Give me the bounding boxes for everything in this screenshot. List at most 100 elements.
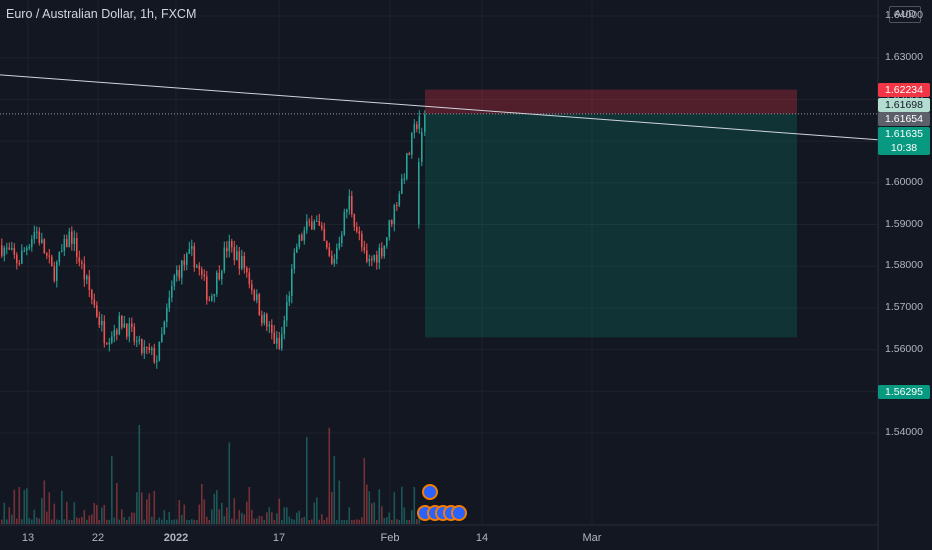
volume-bar [26, 488, 28, 524]
volume-bar [273, 519, 276, 524]
volume-bar [136, 492, 138, 524]
volume-bar [256, 518, 258, 524]
candle-body [196, 265, 198, 268]
volume-bar [341, 519, 343, 524]
candle-body [96, 305, 98, 317]
candle-body [123, 323, 126, 328]
candle-body [178, 270, 181, 278]
volume-bar [321, 514, 323, 524]
volume-bar [393, 492, 396, 524]
candle-body [273, 332, 276, 344]
volume-bar [331, 491, 333, 524]
volume-bar [128, 516, 131, 524]
candle-body [168, 297, 171, 308]
candle-body [143, 347, 146, 354]
candle-body [336, 247, 338, 260]
price-tick-label: 1.57000 [885, 300, 923, 313]
time-tick-label: 17 [272, 532, 286, 544]
candle-body [58, 252, 61, 263]
trend-line[interactable] [0, 74, 879, 141]
candle-body [333, 259, 336, 264]
candle-body [211, 296, 213, 301]
volume-bar [8, 507, 11, 524]
volume-bar [376, 519, 378, 524]
volume-bar [346, 519, 348, 524]
candle-body [343, 212, 346, 235]
candle-body [278, 337, 281, 349]
candle-body [46, 253, 48, 256]
candle-body [53, 266, 56, 281]
candle-body [241, 255, 243, 269]
candle-body [323, 228, 326, 241]
volume-bar [143, 519, 146, 524]
volume-bar [131, 512, 133, 524]
volume-bar [198, 504, 201, 524]
candle-body [3, 248, 6, 256]
volume-bar [226, 507, 228, 524]
price-tick-label: 1.58000 [885, 259, 923, 272]
time-tick-label: Feb [380, 532, 400, 544]
volume-bar [38, 518, 41, 524]
candle-body [268, 324, 271, 327]
volume-bar [61, 490, 63, 524]
economic-event-icon[interactable] [422, 484, 438, 500]
price-tick-label: 1.59000 [885, 217, 923, 230]
event-markers[interactable] [417, 484, 467, 521]
volume-bar [43, 480, 46, 524]
candle-body [403, 178, 406, 180]
volume-bar [83, 509, 86, 524]
volume-bar [363, 458, 366, 524]
candlesticks[interactable] [1, 110, 426, 369]
volume-bar [21, 519, 23, 524]
candle-body [366, 250, 368, 262]
stop-loss-zone[interactable] [425, 89, 797, 114]
candle-body [383, 245, 386, 257]
candle-body [36, 231, 38, 233]
volume-bar [278, 498, 281, 524]
price-tick-label: 1.54000 [885, 426, 923, 438]
volume-bar [156, 519, 158, 524]
candle-body [263, 314, 266, 324]
volume-bar [386, 517, 388, 524]
candle-body [81, 262, 83, 264]
candle-body [348, 195, 351, 210]
candle-body [138, 339, 141, 341]
volume-bar [231, 518, 233, 524]
candle-body [116, 329, 118, 335]
economic-event-icon[interactable] [451, 505, 467, 521]
volume-bar [223, 516, 226, 524]
candle-body [108, 342, 111, 345]
volume-bar [408, 519, 411, 524]
volume-bar [161, 519, 163, 524]
candle-body [146, 347, 148, 349]
time-tick-label: 13 [21, 532, 35, 544]
take-profit-zone[interactable] [425, 113, 797, 338]
candle-body [363, 247, 366, 251]
volume-bar [178, 500, 181, 524]
candle-body [308, 221, 311, 223]
candle-body [16, 254, 18, 264]
volume-bar [46, 511, 48, 524]
candle-body [293, 252, 296, 269]
volume-bar [58, 520, 61, 524]
volume-bar [11, 514, 13, 524]
currency-badge[interactable]: AUD [889, 6, 921, 23]
volume-bar [121, 509, 123, 524]
candle-body [226, 247, 228, 252]
volume-bar [146, 499, 148, 524]
bar-countdown: 10:38 [890, 142, 918, 154]
candle-body [266, 314, 268, 327]
volume-bar [96, 504, 98, 524]
volume-bar [343, 519, 346, 524]
candle-body [253, 290, 256, 301]
price-label-last: 1.61698 [878, 98, 930, 112]
candle-body [151, 348, 153, 351]
grid [0, 0, 878, 525]
candle-body [156, 360, 158, 363]
candle-body [206, 276, 208, 300]
candle-body [28, 247, 31, 249]
candle-body [416, 124, 418, 129]
candle-body [173, 275, 176, 286]
